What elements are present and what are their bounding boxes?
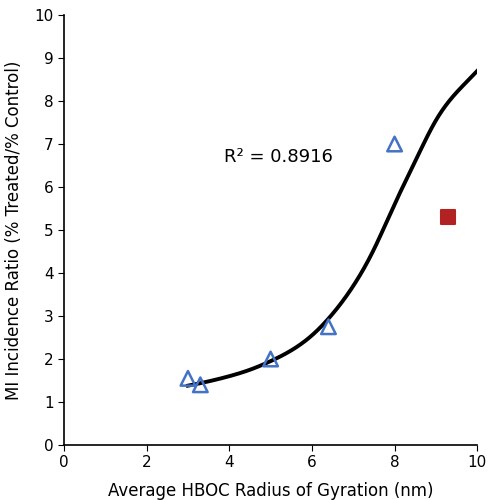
- Text: R² = 0.8916: R² = 0.8916: [224, 148, 333, 166]
- Point: [196, 381, 204, 389]
- Point: [184, 374, 192, 382]
- Y-axis label: MI Incidence Ratio (% Treated/% Control): MI Incidence Ratio (% Treated/% Control): [5, 60, 23, 400]
- Point: [325, 323, 333, 331]
- Point: [391, 140, 399, 148]
- X-axis label: Average HBOC Radius of Gyration (nm): Average HBOC Radius of Gyration (nm): [108, 482, 433, 500]
- Point: [444, 213, 452, 221]
- Point: [267, 355, 275, 363]
